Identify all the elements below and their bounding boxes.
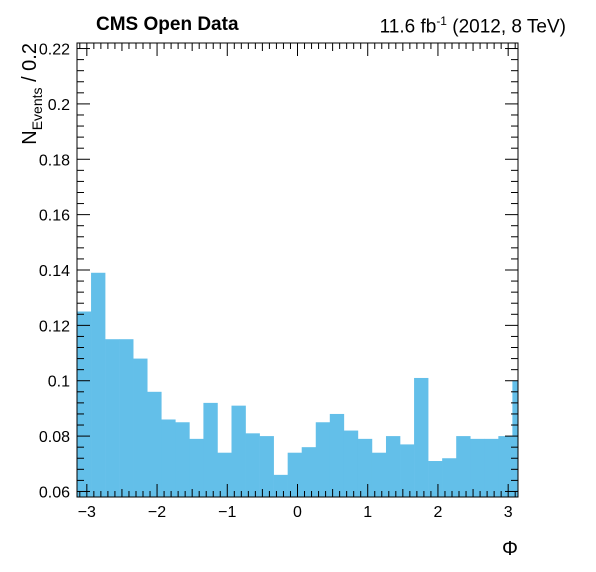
x-tick-labels: −3 −2 −1 0 1 2 3	[78, 504, 513, 521]
histogram-bar	[217, 452, 232, 497]
plot-frame	[76, 42, 519, 498]
histogram-bar	[231, 405, 246, 497]
y-tick-label: 0.1	[48, 374, 70, 391]
y-tick-label: 0.16	[39, 208, 70, 225]
x-tick-label: −2	[148, 504, 166, 521]
histogram-bar	[119, 339, 134, 497]
histogram-bar	[470, 438, 485, 497]
histogram-bars	[77, 272, 519, 497]
y-tick-label: 0.12	[39, 318, 70, 335]
y-axis-title-main: N	[19, 130, 41, 144]
luminosity-conditions: (2012, 8 TeV)	[446, 16, 566, 38]
x-tick-label: 2	[433, 504, 442, 521]
histogram-bar	[259, 436, 274, 497]
histogram-bar	[273, 474, 288, 497]
x-tick-label: 0	[293, 504, 302, 521]
histogram-bar	[456, 436, 471, 497]
histogram-bar	[245, 433, 260, 497]
histogram-bar	[498, 436, 513, 497]
histogram-bar	[329, 413, 345, 497]
y-axis-title: NEvents / 0.2	[19, 43, 45, 145]
histogram-bar	[343, 430, 359, 497]
y-tick-label: 0.22	[39, 42, 70, 59]
chart-title: CMS Open Data	[96, 14, 239, 35]
histogram-bar	[287, 452, 303, 497]
histogram-bar	[161, 419, 176, 497]
x-tick-label: −3	[78, 504, 96, 521]
histogram-bar	[414, 377, 429, 497]
y-tick-label: 0.18	[39, 152, 70, 169]
histogram-bar	[301, 447, 317, 497]
histogram-bar	[105, 339, 120, 497]
y-tick-label: 0.08	[39, 429, 70, 446]
histogram-bar	[442, 458, 457, 497]
histogram-bar	[428, 461, 443, 497]
histogram-bar	[400, 444, 415, 497]
histogram-bar	[357, 438, 373, 497]
y-tick-labels: 0.06 0.08 0.1 0.12 0.14 0.16 0.18 0.2 0.22	[39, 42, 70, 502]
y-axis-title-suffix: / 0.2	[19, 43, 41, 87]
histogram-bar	[147, 391, 162, 497]
y-tick-label: 0.06	[39, 484, 70, 501]
luminosity-value: 11.6 fb	[379, 16, 437, 38]
histogram-bar	[189, 438, 204, 497]
x-axis-title: Φ	[502, 538, 518, 560]
y-axis-title-subscript: Events	[29, 87, 45, 130]
luminosity-label: 11.6 fb-1 (2012, 8 TeV)	[380, 14, 566, 38]
histogram-bar	[484, 438, 499, 497]
histogram-bar	[203, 402, 218, 497]
axis-ticks	[77, 43, 518, 498]
histogram-bar	[385, 436, 401, 497]
x-tick-label: 1	[363, 504, 372, 521]
histogram-bar	[512, 380, 519, 497]
histogram-bar	[77, 311, 92, 497]
x-tick-label: 3	[504, 504, 513, 521]
histogram-bar	[371, 452, 387, 497]
histogram-bar	[315, 422, 331, 497]
histogram-bar	[175, 422, 190, 497]
y-tick-label: 0.2	[48, 97, 70, 114]
x-tick-label: −1	[218, 504, 236, 521]
luminosity-exponent: -1	[436, 14, 447, 28]
histogram-bar	[133, 358, 148, 497]
histogram-bar	[91, 272, 106, 497]
y-tick-label: 0.14	[39, 263, 70, 280]
